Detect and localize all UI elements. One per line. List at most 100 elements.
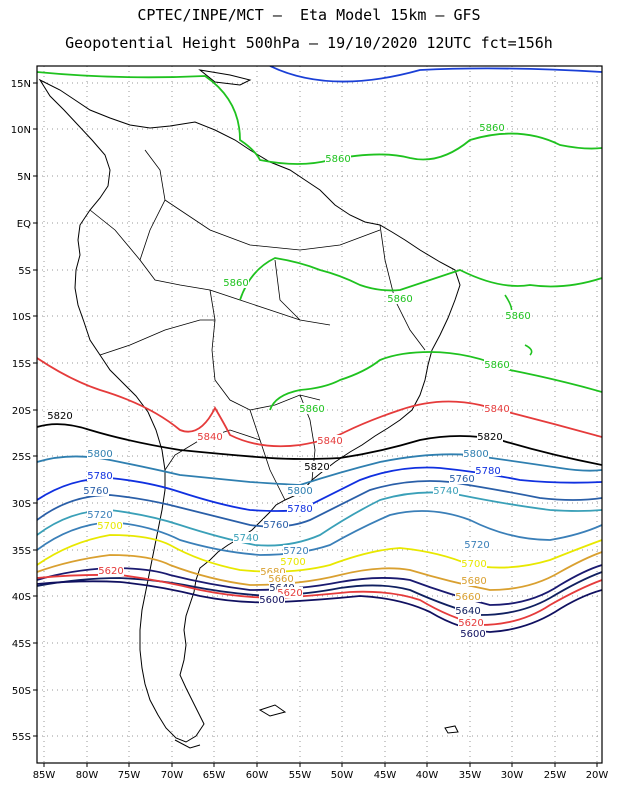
lon-tick-label: 70W	[161, 770, 184, 781]
map-title-line-2: Geopotential Height 500hPa – 19/10/2020 …	[65, 34, 553, 52]
contour-label-bg	[98, 565, 124, 576]
contour-label-5680: 5680	[461, 576, 486, 587]
contour-label-bg	[87, 470, 113, 481]
contour-label-bg	[464, 539, 490, 550]
contour-label-bg	[299, 403, 325, 414]
map-title-line-1: CPTEC/INPE/MCT – Eta Model 15km – GFS	[137, 6, 481, 24]
lat-tick-label: 50S	[12, 686, 31, 697]
contour-label-5860: 5860	[299, 404, 324, 415]
contour-5680	[37, 551, 602, 591]
contour-label-5760: 5760	[449, 474, 474, 485]
contour-5640	[37, 571, 602, 616]
contour-label-bg	[233, 532, 259, 543]
lon-tick-label: 40W	[416, 770, 439, 781]
contour-label-5820: 5820	[477, 432, 502, 443]
lon-tick-label: 60W	[246, 770, 269, 781]
contour-5860-fragment-2	[524, 344, 533, 356]
contour-5840	[37, 357, 602, 448]
contour-5800	[37, 453, 602, 486]
lon-tick-label: 30W	[501, 770, 524, 781]
lat-tick-label: 55S	[12, 732, 31, 743]
lon-tick-label: 35W	[459, 770, 482, 781]
contour-label-bg	[484, 359, 510, 370]
contour-label-bg	[484, 403, 510, 414]
contour-label-5840: 5840	[317, 436, 342, 447]
contour-5660	[37, 564, 602, 606]
lat-tick-label: 15S	[12, 359, 31, 370]
contour-label-5740: 5740	[233, 533, 258, 544]
contour-label-bg	[433, 485, 459, 496]
contour-labels: 5860 5860 5860 5860 5860 5860 5860 5840 5840 5840…	[47, 122, 531, 640]
contour-label-bg	[458, 617, 484, 628]
lat-tick-label: EQ	[17, 219, 31, 230]
contour-label-bg	[268, 573, 294, 584]
lon-tick-label: 20W	[586, 770, 609, 781]
contour-label-bg	[461, 558, 487, 569]
lon-tick-label: 65W	[203, 770, 226, 781]
contour-label-5600: 5600	[259, 595, 284, 606]
contour-label-bg	[505, 310, 531, 321]
lat-tick-label: 40S	[12, 592, 31, 603]
contour-label-bg	[263, 519, 289, 530]
contour-label-bg	[277, 587, 303, 598]
contour-label-5860: 5860	[479, 123, 504, 134]
contour-label-bg	[83, 485, 109, 496]
contour-5860-north	[37, 71, 602, 165]
contour-label-5660: 5660	[268, 574, 293, 585]
lat-tick-label: 10N	[11, 125, 31, 136]
contour-label-5620: 5620	[98, 566, 123, 577]
contour-label-bg	[317, 435, 343, 446]
contour-label-5860: 5860	[387, 294, 412, 305]
lat-tick-label: 20S	[12, 406, 31, 417]
lat-tick-label: 25S	[12, 452, 31, 463]
contour-label-bg	[475, 465, 501, 476]
lon-tick-label: 45W	[374, 770, 397, 781]
lon-tick-label: 25W	[544, 770, 567, 781]
contour-label-bg	[460, 628, 486, 639]
contour-5720	[37, 510, 602, 556]
contour-label-5620: 5620	[277, 588, 302, 599]
contour-lines	[37, 66, 602, 633]
lat-tick-label: 5S	[18, 266, 31, 277]
lat-tick-label: 30S	[12, 499, 31, 510]
contour-label-bg	[97, 520, 123, 531]
contour-label-bg	[283, 545, 309, 556]
contour-label-5860: 5860	[223, 278, 248, 289]
small-contours	[504, 294, 533, 356]
contour-label-5680: 5680	[260, 567, 285, 578]
plot-frame	[36, 65, 603, 764]
contour-label-5840: 5840	[484, 404, 509, 415]
contour-label-bg	[477, 431, 503, 442]
contour-label-5820: 5820	[304, 462, 329, 473]
contour-label-5860: 5860	[505, 311, 530, 322]
contour-label-5860: 5860	[325, 154, 350, 165]
contour-label-bg	[260, 566, 286, 577]
contour-label-5760: 5760	[83, 486, 108, 497]
contour-label-5660: 5660	[455, 592, 480, 603]
contour-label-5640: 5640	[455, 606, 480, 617]
lon-tick-label: 85W	[33, 770, 56, 781]
contour-label-bg	[455, 605, 481, 616]
contour-label-5700: 5700	[280, 557, 305, 568]
contour-label-bg	[387, 293, 413, 304]
contour-label-5720: 5720	[283, 546, 308, 557]
lat-tick-label: 5N	[17, 172, 31, 183]
latitude-ticks: 15N 10N 5N EQ 5S 10S 15S 20S 25S 30S 35S 40S 45S 50S 5…	[11, 79, 37, 743]
contour-label-bg	[287, 485, 313, 496]
contour-5860-south	[269, 351, 602, 411]
contour-label-bg	[259, 594, 285, 605]
contour-label-bg	[461, 575, 487, 586]
contour-label-bg	[197, 431, 223, 442]
lat-tick-label: 35S	[12, 546, 31, 557]
contour-5700	[37, 534, 602, 573]
contour-5860-brazil	[239, 257, 602, 301]
contour-label-bg	[304, 461, 330, 472]
contour-label-5780: 5780	[475, 466, 500, 477]
contour-5620	[37, 573, 602, 626]
contour-label-bg	[87, 448, 113, 459]
contour-label-5740: 5740	[433, 486, 458, 497]
contour-label-bg	[325, 153, 351, 164]
contour-label-5800: 5800	[87, 449, 112, 460]
contour-5760	[37, 480, 602, 528]
